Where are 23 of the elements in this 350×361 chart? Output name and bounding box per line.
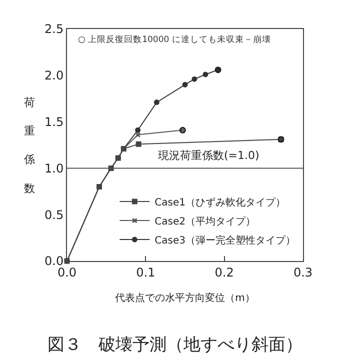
point <box>154 100 160 106</box>
point <box>192 76 198 82</box>
y-tick-label: 1.5 <box>44 115 64 129</box>
x-tick-label: 0.3 <box>293 265 313 280</box>
text: 荷重係数 <box>24 96 35 195</box>
x-tick-label: 0.2 <box>214 265 234 280</box>
x-axis-title: 代表点での水平方向変位（m） <box>114 292 255 304</box>
point <box>135 127 141 133</box>
y-tick-label: 2.0 <box>44 68 64 83</box>
y-tick-label: 1.0 <box>44 161 64 176</box>
y-tick-label: 2.5 <box>44 22 64 36</box>
x-tick-label: 0.1 <box>136 265 156 280</box>
point <box>136 141 142 147</box>
annotation: ○ 上限反復回数10000 に達しても未収束－崩壊 <box>78 34 271 45</box>
text: 図３ 破壊予測（地すべり斜面） <box>48 335 302 356</box>
point <box>135 132 141 138</box>
legend-label: Case2（平均タイプ） <box>154 215 256 228</box>
point <box>202 72 208 78</box>
y-tick-label: 0.5 <box>44 208 64 222</box>
ref-line-label: 現況荷重係数(=1.0) <box>158 149 260 162</box>
legend-label: Case3（弾ー完全塑性タイプ） <box>154 234 296 246</box>
point <box>182 82 188 88</box>
legend-label: Case1（ひずみ軟化タイプ） <box>154 196 286 208</box>
